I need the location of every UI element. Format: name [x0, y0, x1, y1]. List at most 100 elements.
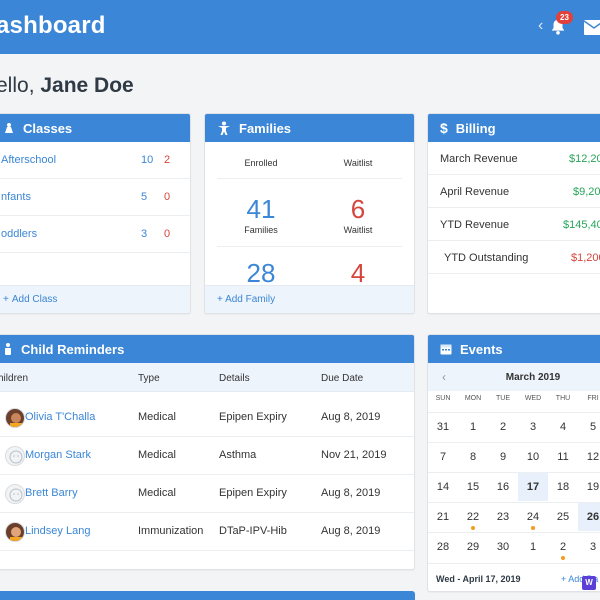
billing-value: $9,20 [573, 186, 600, 198]
calendar-day-number: 19 [586, 481, 600, 493]
reminder-details: Epipen Expiry [219, 411, 287, 423]
chevron-left-icon[interactable]: ‹ [442, 370, 446, 384]
calendar-day[interactable]: 10 [518, 442, 548, 471]
billing-card-header: $ Billing [428, 114, 600, 142]
child-name-link[interactable]: Lindsey Lang [25, 525, 91, 537]
calendar-day-number: 25 [556, 511, 570, 523]
reminder-type: Medical [138, 411, 176, 423]
calendar-day[interactable]: 18 [548, 472, 578, 501]
calendar-day[interactable]: 21 [428, 502, 458, 531]
families-title: Families [239, 120, 292, 136]
reminder-due-date: Nov 21, 2019 [321, 449, 387, 461]
calendar-day[interactable]: 16 [488, 472, 518, 501]
calendar-day[interactable]: 7 [428, 442, 458, 471]
waitlist-label: Waitlist [343, 158, 373, 168]
column-children[interactable]: hildren [0, 373, 29, 384]
billing-label: April Revenue [440, 186, 510, 198]
waitlist-children-count: 4 [350, 258, 366, 288]
calendar-day-number: 15 [466, 481, 480, 493]
calendar-day[interactable]: 28 [428, 532, 458, 561]
event-dot-icon [561, 556, 565, 560]
table-row[interactable]: Lindsey Lang Immunization DTaP-IPV-Hib A… [0, 513, 414, 551]
calendar-day[interactable]: 30 [488, 532, 518, 561]
widget-icon[interactable]: W [582, 576, 596, 590]
calendar-day[interactable]: 2 [548, 532, 578, 561]
calendar-day[interactable]: 25 [548, 502, 578, 531]
calendar-day[interactable]: 9 [488, 442, 518, 471]
calendar-day[interactable]: 2 [488, 412, 518, 441]
waitlist-families-count: 6 [350, 194, 366, 224]
calendar-day-number: 16 [496, 481, 510, 493]
calendar-day[interactable]: 15 [458, 472, 488, 501]
add-family-button[interactable]: + Add Family [205, 285, 414, 313]
calendar-day[interactable]: 29 [458, 532, 488, 561]
table-row[interactable]: Olivia T'Challa Medical Epipen Expiry Au… [0, 399, 414, 437]
weekday-label: TUE [496, 395, 510, 402]
calendar-day[interactable]: 1 [458, 412, 488, 441]
chevron-left-icon[interactable]: ‹ [538, 17, 544, 34]
calendar-day[interactable]: 3 [518, 412, 548, 441]
child-name-link[interactable]: Morgan Stark [25, 449, 92, 461]
calendar-day-number: 9 [499, 451, 507, 463]
calendar-day[interactable]: 31 [428, 412, 458, 441]
calendar-day-number: 18 [556, 481, 570, 493]
class-row[interactable]: oddlers 3 0 [0, 216, 190, 253]
table-row[interactable]: Morgan Stark Medical Asthma Nov 21, 2019 [0, 437, 414, 475]
billing-card: $ Billing March Revenue $12,20 April Rev… [427, 113, 600, 314]
calendar-day[interactable]: 1 [518, 532, 548, 561]
weekday-label: THU [555, 395, 571, 402]
column-type[interactable]: Type [138, 373, 160, 384]
calendar-day[interactable]: 26 [578, 502, 600, 531]
calendar-day[interactable]: 4 [548, 412, 578, 441]
calendar-day[interactable]: 12 [578, 442, 600, 471]
calendar-day-number: 24 [526, 511, 540, 523]
calendar-day-number: 30 [496, 541, 510, 553]
calendar-day-number: 11 [557, 451, 569, 463]
calendar-day[interactable]: 23 [488, 502, 518, 531]
calendar-day[interactable]: 3 [578, 532, 600, 561]
greeting: ello, Jane Doe [0, 74, 134, 98]
class-name[interactable]: Afterschool [1, 154, 57, 166]
user-name: Jane Doe [40, 74, 134, 97]
class-name[interactable]: nfants [1, 191, 31, 203]
billing-label: YTD Revenue [440, 219, 510, 231]
family-icon [218, 121, 230, 135]
calendar-day-number: 26 [586, 511, 600, 523]
child-name-link[interactable]: Olivia T'Challa [25, 411, 96, 423]
table-row[interactable]: Brett Barry Medical Epipen Expiry Aug 8,… [0, 475, 414, 513]
class-name[interactable]: oddlers [1, 228, 38, 240]
reminder-due-date: Aug 8, 2019 [321, 525, 381, 537]
calendar-day[interactable]: 22 [458, 502, 488, 531]
calendar-day-number: 5 [589, 421, 597, 433]
mail-icon[interactable] [584, 20, 600, 35]
calendar-day[interactable]: 17 [518, 472, 548, 501]
reminder-due-date: Aug 8, 2019 [321, 487, 381, 499]
class-row[interactable]: Afterschool 10 2 [0, 142, 190, 179]
class-row[interactable]: nfants 5 0 [0, 179, 190, 216]
calendar-day-number: 17 [526, 481, 540, 493]
calendar-day-number: 22 [466, 511, 480, 523]
column-due-date[interactable]: Due Date [321, 373, 364, 384]
calendar-day[interactable]: 8 [458, 442, 488, 471]
avatar-placeholder-icon [5, 446, 25, 466]
weekday-label: SUN [435, 395, 451, 402]
calendar-day[interactable]: 5 [578, 412, 600, 441]
column-details[interactable]: Details [219, 373, 250, 384]
calendar-day-number: 3 [589, 541, 597, 553]
add-event-button[interactable]: + Add Da [561, 574, 599, 584]
class-count-waitlist: 0 [164, 191, 171, 203]
calendar-day[interactable]: 11 [548, 442, 578, 471]
enrolled-families-count: 41 [246, 194, 276, 224]
next-card-header [0, 591, 415, 600]
class-count-enrolled: 5 [141, 191, 148, 203]
families-sub-label: Families [244, 225, 278, 235]
top-bar: ashboard ‹ 23 [0, 0, 600, 54]
calendar-day[interactable]: 24 [518, 502, 548, 531]
calendar-day-number: 2 [499, 421, 507, 433]
calendar-day-number: 1 [469, 421, 477, 433]
events-footer: Wed - April 17, 2019 + Add Da [428, 563, 600, 591]
child-name-link[interactable]: Brett Barry [25, 487, 78, 499]
calendar-day[interactable]: 14 [428, 472, 458, 501]
calendar-day[interactable]: 19 [578, 472, 600, 501]
add-class-button[interactable]: + Add Class [0, 285, 190, 313]
